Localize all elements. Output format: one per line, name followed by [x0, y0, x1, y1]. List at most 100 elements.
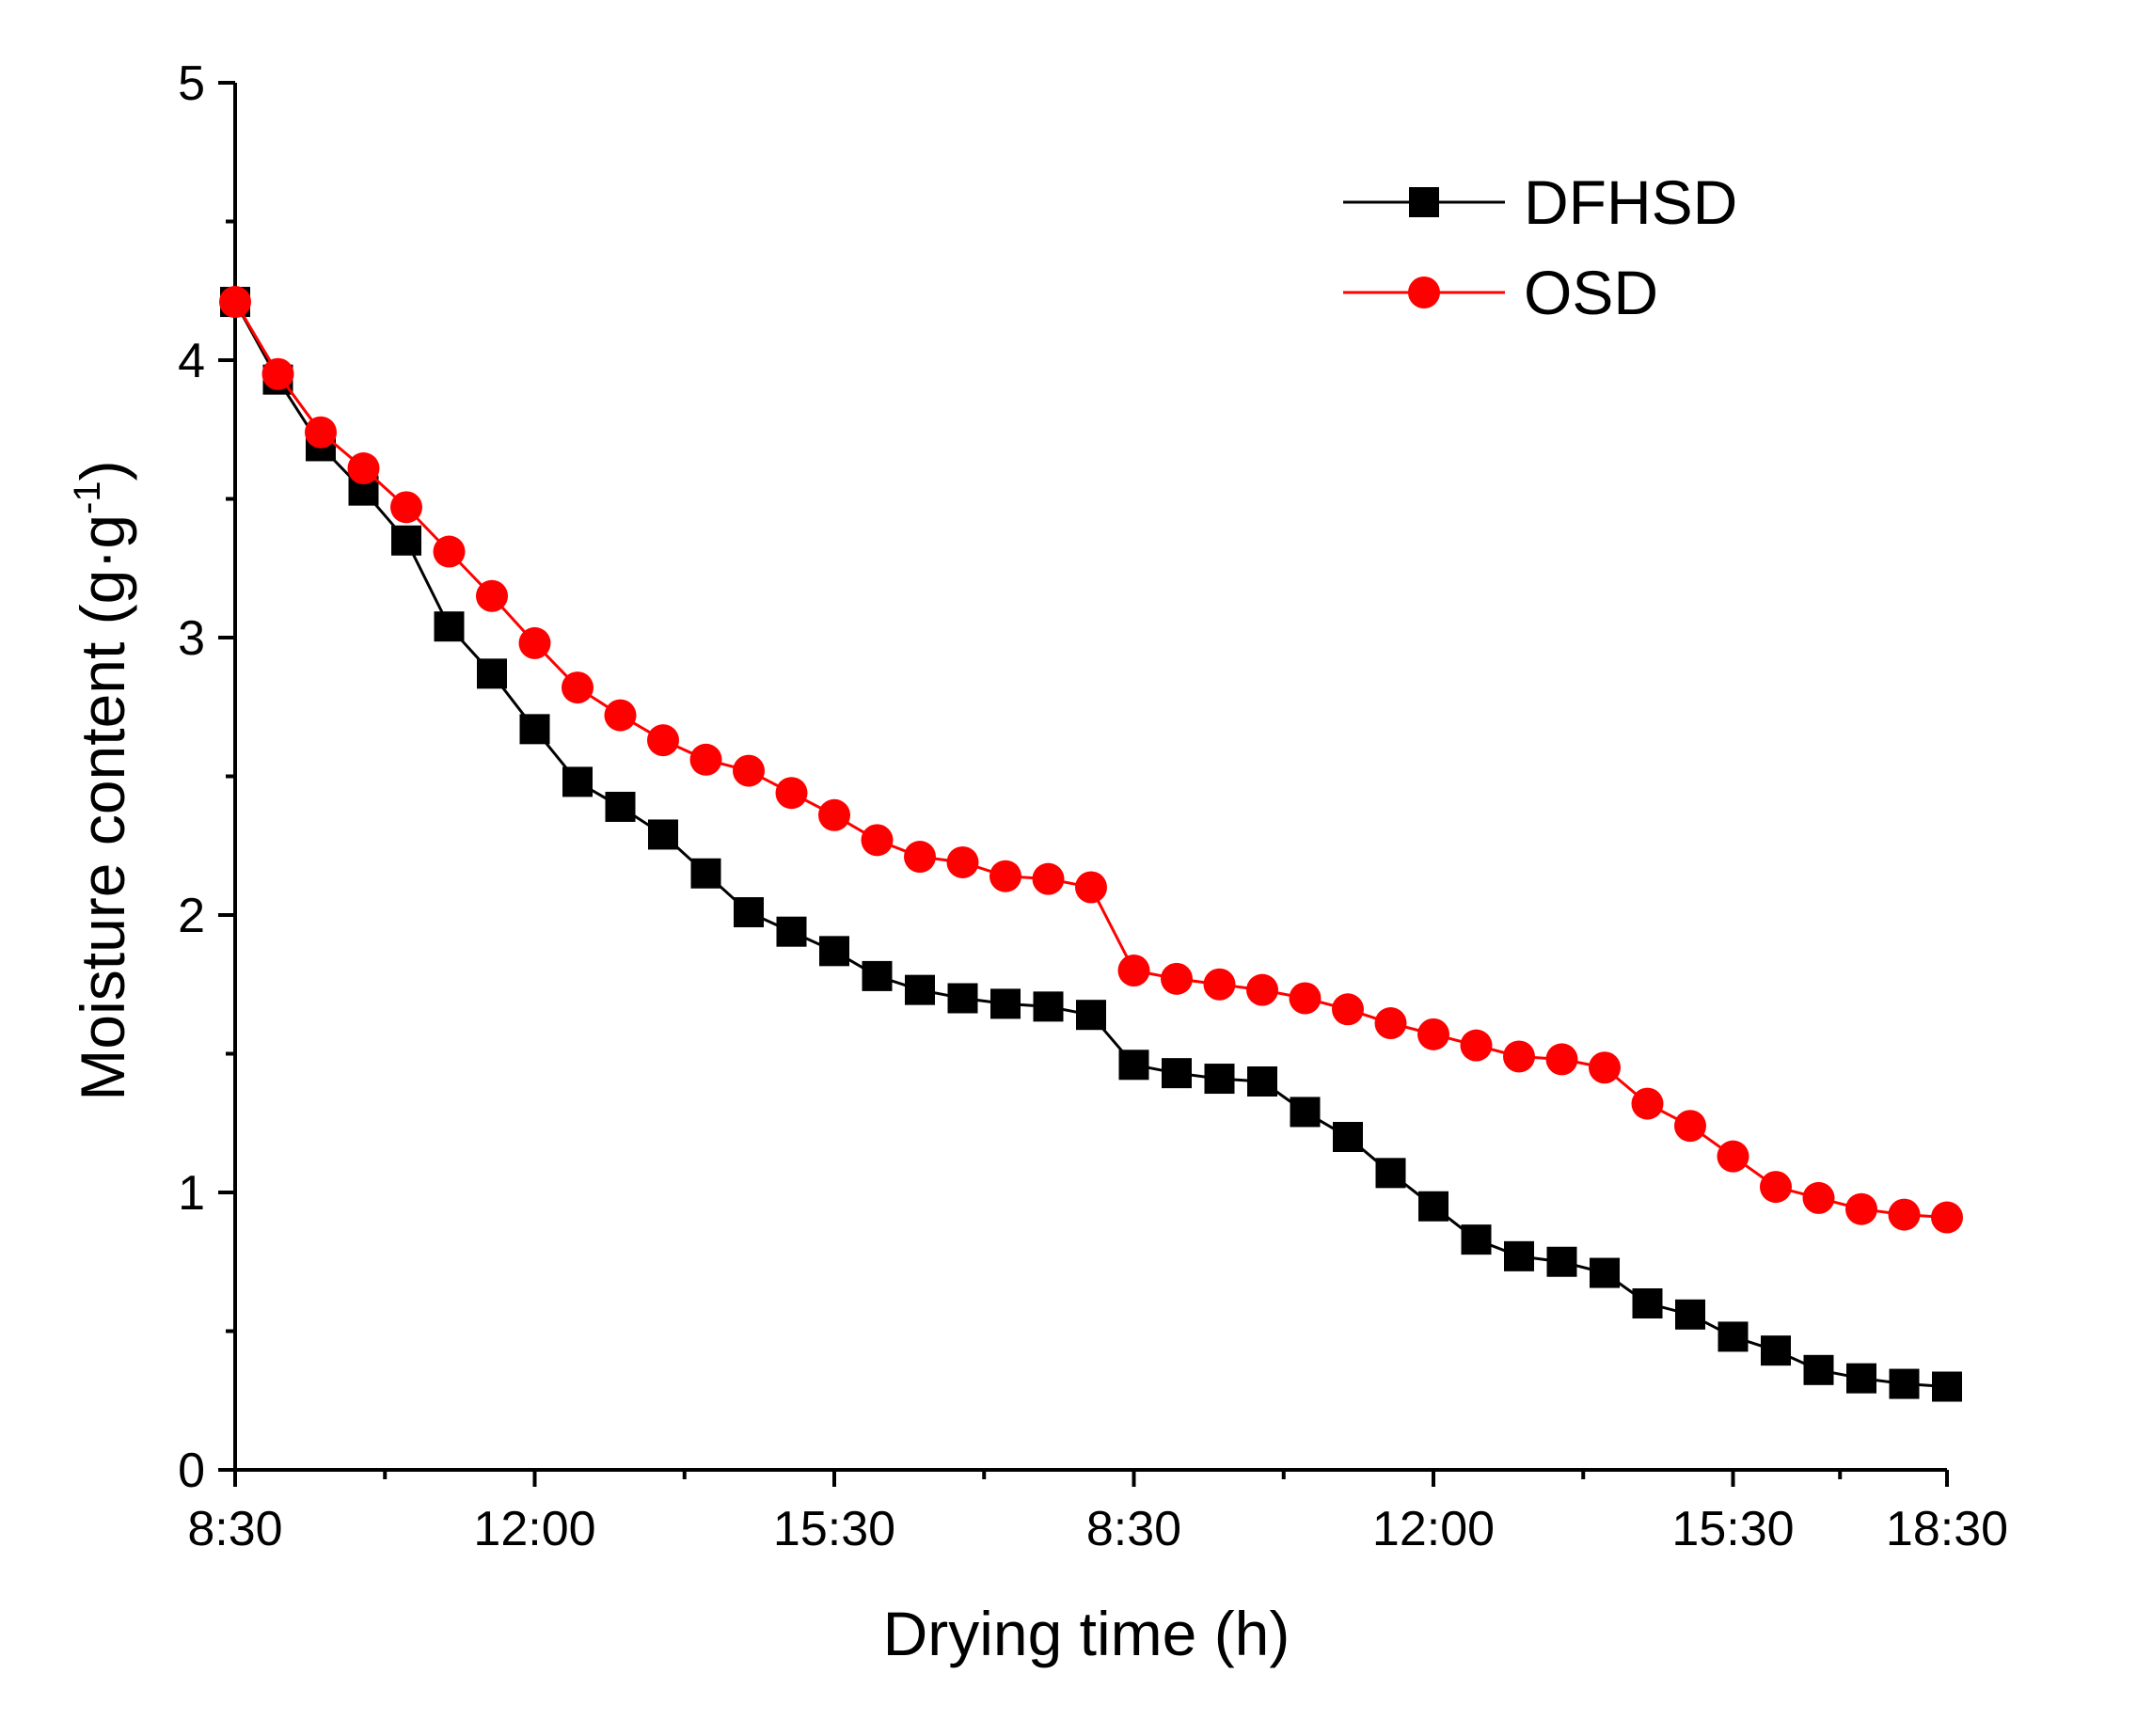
data-point-dfhsd: [1333, 1122, 1363, 1152]
data-point-osd: [1545, 1043, 1578, 1076]
data-point-osd: [1032, 862, 1065, 895]
data-point-dfhsd: [1803, 1354, 1834, 1385]
legend: DFHSD OSD: [1343, 167, 1737, 327]
data-point-dfhsd: [1675, 1299, 1705, 1330]
data-point-dfhsd: [1290, 1097, 1321, 1128]
x-tick-label: 18:30: [1886, 1502, 2008, 1556]
data-point-osd: [1460, 1029, 1493, 1062]
data-point-osd: [1246, 973, 1278, 1006]
data-point-osd: [562, 671, 594, 704]
y-tick-label: 4: [178, 334, 205, 388]
data-point-dfhsd: [1418, 1191, 1448, 1222]
data-point-dfhsd: [1204, 1064, 1235, 1095]
data-point-dfhsd: [1889, 1368, 1920, 1399]
data-point-osd: [689, 743, 722, 776]
legend-marker-square: [1409, 187, 1439, 217]
data-point-dfhsd: [1162, 1058, 1192, 1089]
data-point-dfhsd: [1632, 1288, 1663, 1318]
data-point-dfhsd: [1033, 991, 1064, 1022]
x-tick-label: 12:00: [1372, 1502, 1495, 1556]
data-point-osd: [904, 841, 936, 874]
data-point-dfhsd: [605, 791, 636, 822]
data-point-osd: [1717, 1140, 1749, 1173]
x-tick-label: 8:30: [1086, 1502, 1181, 1556]
legend-label: DFHSD: [1524, 167, 1737, 237]
y-tick-label: 3: [178, 611, 205, 666]
y-tick-label: 0: [178, 1444, 205, 1498]
series-osd: [219, 286, 1963, 1234]
data-point-osd: [1760, 1171, 1792, 1204]
axes-layer: 0 1 2 3 4 5 8:30 12:00 15:30 8:30 12:00 15:30 18:30: [178, 56, 2008, 1556]
data-point-dfhsd: [1761, 1335, 1791, 1366]
series-line-osd: [233, 301, 1948, 1219]
data-point-osd: [989, 860, 1021, 892]
data-point-osd: [1674, 1110, 1706, 1143]
data-point-osd: [261, 357, 294, 390]
y-tick-label: 5: [178, 56, 205, 111]
data-point-dfhsd: [648, 819, 678, 850]
legend-item-osd: OSD: [1343, 258, 1658, 327]
data-point-osd: [1845, 1192, 1877, 1225]
data-point-osd: [305, 416, 337, 449]
data-point-dfhsd: [391, 525, 421, 556]
data-point-osd: [347, 452, 380, 485]
data-point-dfhsd: [519, 714, 550, 745]
data-point-dfhsd: [1846, 1363, 1876, 1394]
data-point-osd: [1332, 993, 1364, 1026]
y-axis-title: Moisture content (g·g-1): [67, 460, 137, 1100]
x-axis-title: Drying time (h): [883, 1599, 1290, 1668]
data-point-dfhsd: [1076, 1000, 1106, 1031]
data-point-osd: [1075, 871, 1107, 904]
data-point-dfhsd: [1546, 1246, 1577, 1277]
x-tick-label: 12:00: [473, 1502, 595, 1556]
data-point-osd: [1589, 1051, 1621, 1084]
legend-marker-circle: [1408, 276, 1440, 308]
data-point-dfhsd: [477, 658, 507, 689]
data-point-dfhsd: [819, 936, 849, 967]
y-axis-title-main: Moisture content (g·g: [68, 514, 137, 1101]
data-point-dfhsd: [990, 988, 1021, 1019]
data-point-osd: [818, 798, 850, 831]
y-axis-title-superscript: -1: [67, 481, 108, 514]
data-point-osd: [1417, 1018, 1449, 1050]
legend-item-dfhsd: DFHSD: [1343, 167, 1737, 237]
data-point-dfhsd: [734, 897, 764, 928]
data-point-osd: [518, 626, 551, 659]
data-point-osd: [775, 777, 808, 810]
y-tick-label: 1: [178, 1166, 205, 1221]
data-point-dfhsd: [905, 974, 935, 1005]
data-point-osd: [476, 579, 508, 612]
data-point-osd: [861, 824, 894, 857]
data-point-osd: [390, 491, 422, 524]
data-point-dfhsd: [947, 983, 978, 1014]
data-point-dfhsd: [862, 960, 893, 991]
data-point-dfhsd: [1118, 1049, 1149, 1081]
data-point-osd: [604, 699, 637, 732]
data-point-dfhsd: [1247, 1066, 1277, 1097]
data-point-dfhsd: [1590, 1257, 1620, 1288]
data-point-osd: [1374, 1007, 1407, 1040]
y-tick-label: 2: [178, 889, 205, 943]
x-tick-label: 15:30: [773, 1502, 895, 1556]
data-point-osd: [946, 845, 979, 878]
legend-label: OSD: [1524, 258, 1658, 327]
data-point-osd: [1802, 1181, 1835, 1214]
data-point-dfhsd: [1375, 1158, 1406, 1189]
x-tick-label: 15:30: [1671, 1502, 1794, 1556]
data-point-osd: [1203, 968, 1236, 1001]
data-point-osd: [219, 286, 251, 319]
data-point-osd: [733, 754, 765, 787]
data-point-dfhsd: [1504, 1240, 1534, 1271]
data-point-osd: [1503, 1040, 1535, 1073]
series-line-dfhsd: [233, 301, 1948, 1388]
data-point-dfhsd: [776, 916, 807, 947]
data-point-osd: [1631, 1087, 1664, 1120]
data-point-dfhsd: [434, 611, 465, 642]
x-tick-label: 8:30: [187, 1502, 282, 1556]
data-point-osd: [647, 724, 679, 757]
data-point-dfhsd: [1932, 1371, 1962, 1402]
data-point-osd: [433, 535, 466, 568]
data-point-dfhsd: [690, 858, 721, 889]
series-layer: [219, 286, 1963, 1402]
